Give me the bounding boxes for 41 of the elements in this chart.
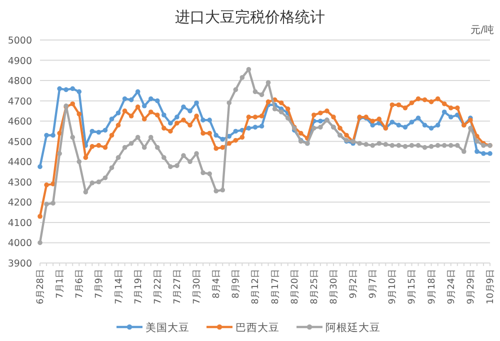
x-tick-label: 10月9日 [486, 269, 496, 304]
y-tick-label: 4800 [8, 76, 32, 88]
y-tick-label: 4300 [8, 177, 32, 188]
y-tick-label: 4500 [8, 136, 32, 148]
x-tick-label: 7月22日 [153, 269, 164, 304]
y-axis-title: 元/吨 [470, 24, 494, 36]
legend-label: 美国大豆 [146, 321, 190, 334]
y-tick-label: 4000 [8, 238, 32, 250]
x-tick-label: 9月2日 [349, 269, 360, 298]
x-tick-label: 9月29日 [466, 269, 476, 304]
chart-title: 进口大豆完税价格统计 [175, 8, 325, 26]
y-tick-label: 4400 [8, 157, 32, 168]
x-tick-label: 7月27日 [172, 269, 183, 304]
x-tick-label: 8月25日 [310, 269, 320, 304]
x-tick-label: 7月6日 [75, 269, 86, 298]
x-tick-label: 9月7日 [368, 269, 379, 298]
x-tick-label: 7月30日 [192, 269, 203, 304]
y-tick-label: 4600 [8, 116, 32, 128]
x-tick-label: 9月24日 [446, 269, 457, 304]
y-tick-label: 4700 [8, 96, 32, 108]
x-tick-label: 8月17日 [270, 269, 281, 304]
y-tick-label: 3900 [8, 258, 32, 270]
y-tick-label: 4200 [8, 198, 32, 209]
x-tick-label: 8月9日 [232, 269, 242, 298]
x-tick-label: 7月19日 [134, 269, 144, 304]
x-tick-label: 7月9日 [94, 269, 105, 298]
x-tick-label: 9月18日 [427, 269, 438, 304]
x-tick-label: 8月20日 [290, 269, 300, 304]
x-tick-label: 7月1日 [56, 269, 66, 298]
x-tick-label: 9月10日 [388, 269, 398, 304]
x-tick-label: 6月28日 [36, 269, 46, 304]
x-tick-label: 9月15日 [408, 269, 418, 304]
x-tick-label: 8月30日 [329, 269, 340, 304]
x-tick-label: 8月4日 [212, 269, 222, 298]
y-tick-label: 5000 [8, 36, 32, 46]
x-tick-label: 8月12日 [251, 269, 262, 304]
x-tick-label: 7月14日 [114, 269, 124, 304]
y-tick-label: 4100 [8, 218, 32, 229]
y-tick-label: 4900 [8, 56, 32, 67]
legend-label: 巴西大豆 [236, 321, 280, 334]
legend-label: 阿根廷大豆 [326, 321, 380, 334]
